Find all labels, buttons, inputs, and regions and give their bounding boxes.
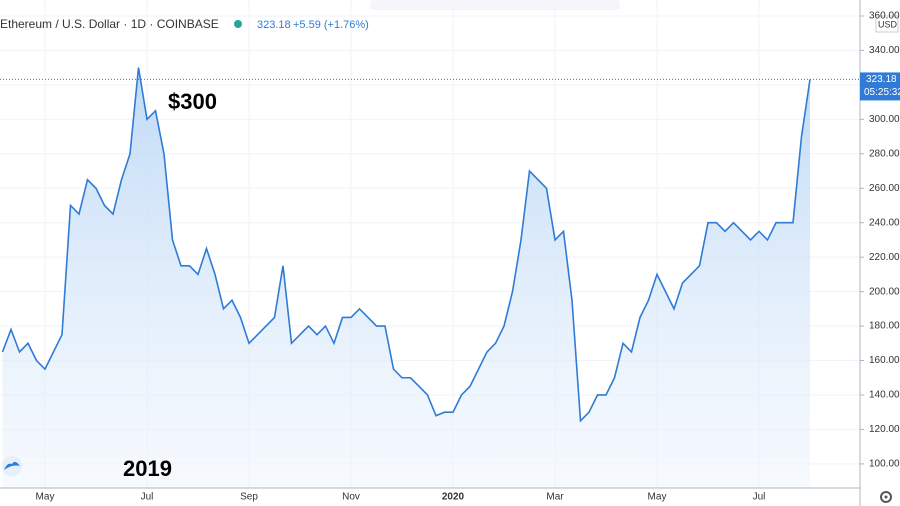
annotation: $300 [168, 89, 217, 114]
y-tick-label: 260.00 [869, 183, 900, 194]
y-tick-label: 100.00 [869, 459, 900, 470]
x-tick-label: Jul [141, 492, 154, 503]
plot [1, 67, 811, 488]
price-tag [860, 72, 900, 101]
last-value: 323.18 [257, 19, 291, 31]
annotation: 2019 [123, 456, 172, 481]
x-tick-label: Jul [753, 492, 766, 503]
y-tick-label: 280.00 [869, 148, 900, 159]
x-tick-label: 2020 [442, 492, 465, 503]
x-tick-label: Nov [342, 492, 360, 503]
y-tick-label: 240.00 [869, 217, 900, 228]
y-tick-label: 120.00 [869, 424, 900, 435]
change: +5.59 (+1.76%) [293, 19, 369, 31]
x-tick-label: May [648, 492, 667, 503]
time-tag-label: 05:25:32 [864, 87, 900, 98]
toolbar[interactable] [370, 0, 620, 10]
y-tick-label: 180.00 [869, 321, 900, 332]
x-tick-label: May [36, 492, 55, 503]
y-tick-label: 300.00 [869, 114, 900, 125]
x-tick-label: Mar [546, 492, 564, 503]
logo[interactable] [2, 456, 22, 476]
y-tick-label: 220.00 [869, 252, 900, 263]
y-tick-label: 200.00 [869, 286, 900, 297]
y-tick-label: 140.00 [869, 390, 900, 401]
y-tick-label: 160.00 [869, 355, 900, 366]
price-tag-label: 323.18 [866, 74, 897, 85]
y-tick-label: 340.00 [869, 45, 900, 56]
chart-title: Ethereum / U.S. Dollar · 1D · COINBASE [0, 17, 219, 31]
x-tick-label: Sep [240, 492, 258, 503]
axis-unit: USD [878, 19, 898, 29]
status-dot [234, 20, 242, 28]
price-line [1, 67, 811, 423]
settings-icon[interactable] [880, 491, 892, 503]
area-fill [2, 67, 810, 488]
y-tick-label: 360.00 [869, 11, 900, 22]
unit-box[interactable] [875, 15, 899, 33]
